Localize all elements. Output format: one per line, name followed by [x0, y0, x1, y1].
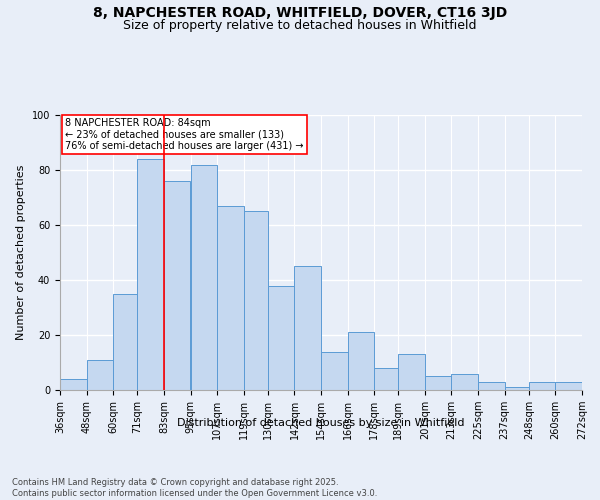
- Text: Size of property relative to detached houses in Whitfield: Size of property relative to detached ho…: [123, 19, 477, 32]
- Bar: [556, 382, 582, 390]
- Bar: [244, 211, 268, 390]
- Text: 8, NAPCHESTER ROAD, WHITFIELD, DOVER, CT16 3JD: 8, NAPCHESTER ROAD, WHITFIELD, DOVER, CT…: [93, 6, 507, 20]
- Bar: [191, 164, 217, 390]
- Bar: [113, 294, 137, 390]
- Bar: [425, 376, 452, 390]
- Bar: [398, 354, 425, 390]
- Bar: [86, 360, 113, 390]
- Bar: [268, 286, 295, 390]
- Bar: [347, 332, 374, 390]
- Bar: [451, 374, 478, 390]
- Bar: [60, 379, 86, 390]
- Bar: [295, 266, 321, 390]
- Bar: [529, 382, 556, 390]
- Bar: [505, 387, 529, 390]
- Bar: [321, 352, 347, 390]
- Bar: [217, 206, 244, 390]
- Bar: [478, 382, 505, 390]
- Text: 8 NAPCHESTER ROAD: 84sqm
← 23% of detached houses are smaller (133)
76% of semi-: 8 NAPCHESTER ROAD: 84sqm ← 23% of detach…: [65, 118, 304, 151]
- Text: Distribution of detached houses by size in Whitfield: Distribution of detached houses by size …: [177, 418, 465, 428]
- Y-axis label: Number of detached properties: Number of detached properties: [16, 165, 26, 340]
- Bar: [374, 368, 398, 390]
- Bar: [137, 159, 164, 390]
- Bar: [164, 181, 190, 390]
- Text: Contains HM Land Registry data © Crown copyright and database right 2025.
Contai: Contains HM Land Registry data © Crown c…: [12, 478, 377, 498]
